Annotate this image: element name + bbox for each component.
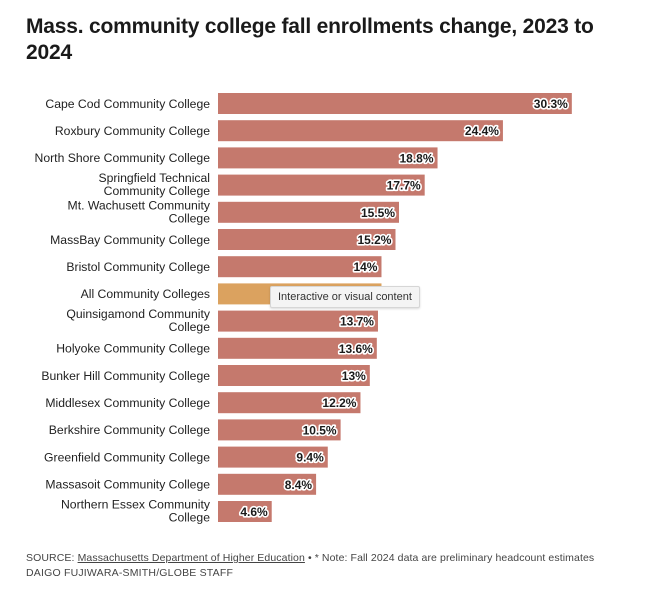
source-line: SOURCE: Massachusetts Department of High… [26,551,594,566]
category-label-line: Quinsigamond Community [66,307,211,321]
category-label: Cape Cod Community College [45,97,210,111]
value-label: 13.7% [340,315,374,329]
category-label: Roxbury Community College [55,124,210,138]
category-label-line: Northern Essex Community [61,498,211,512]
value-label: 14% [353,260,377,274]
tooltip: Interactive or visual content [270,286,420,308]
bar[interactable] [218,174,425,196]
category-label: Middlesex Community College [45,396,210,410]
chart-title: Mass. community college fall enrollments… [26,15,594,64]
category-label: Mt. Wachusett Community College [68,198,211,225]
value-label: 17.7% [387,179,421,193]
bar[interactable] [218,392,361,414]
bar[interactable] [218,501,272,522]
bar[interactable] [218,365,370,386]
credit-line: DAIGO FUJIWARA-SMITH/GLOBE STAFF [26,567,234,579]
source-note: • * Note: Fall 2024 data are preliminary… [304,552,595,564]
bar[interactable] [218,473,317,495]
bar[interactable] [218,120,503,142]
source-prefix: SOURCE: [26,552,78,564]
category-label: Northern Essex Community College [61,498,211,525]
category-label-line: Mt. Wachusett Community [68,198,211,212]
category-label: MassBay Community College [50,233,210,247]
bar[interactable] [218,337,377,359]
category-label: Bristol Community College [66,260,210,274]
value-label: 13.6% [339,342,373,356]
value-label: 30.3% [534,97,568,111]
category-label: Berkshire Community College [49,423,210,437]
category-label-line: College [169,320,211,334]
source-link[interactable]: Massachusetts Department of Higher Educa… [77,552,305,564]
value-label: 8.4% [285,478,313,492]
value-label: 12.2% [322,396,356,410]
category-label: All Community Colleges [81,287,210,301]
category-label: Massasoit Community College [45,478,210,492]
category-label-line: Community College [104,184,211,198]
value-label: 13% [342,369,366,383]
value-label: 9.4% [296,451,324,465]
category-label: Bunker Hill Community College [41,369,210,383]
bar[interactable] [218,310,378,332]
value-label: 18.8% [400,151,434,165]
category-label: Holyoke Community College [56,342,210,356]
category-label: Greenfield Community College [44,450,210,464]
category-label: Quinsigamond Community College [66,307,211,334]
bar[interactable] [218,256,382,278]
bar[interactable] [218,93,572,114]
value-label: 24.4% [465,124,499,138]
value-label: 15.2% [357,233,391,247]
category-label: North Shore Community College [35,151,211,165]
category-label-line: College [169,511,211,525]
category-label: Springfield Technical Community College [98,171,210,198]
category-label-line: College [169,211,211,225]
bar[interactable] [218,419,341,441]
bar[interactable] [218,147,438,169]
bar[interactable] [218,201,399,223]
category-label-line: Springfield Technical [98,171,210,185]
value-label: 10.5% [303,423,337,437]
value-label: 4.6% [240,505,268,519]
bar-chart[interactable]: Cape Cod Community College 30.3% Roxbury C… [0,0,647,545]
value-label: 15.5% [361,206,395,220]
bar[interactable] [218,229,396,250]
bar[interactable] [218,446,328,468]
